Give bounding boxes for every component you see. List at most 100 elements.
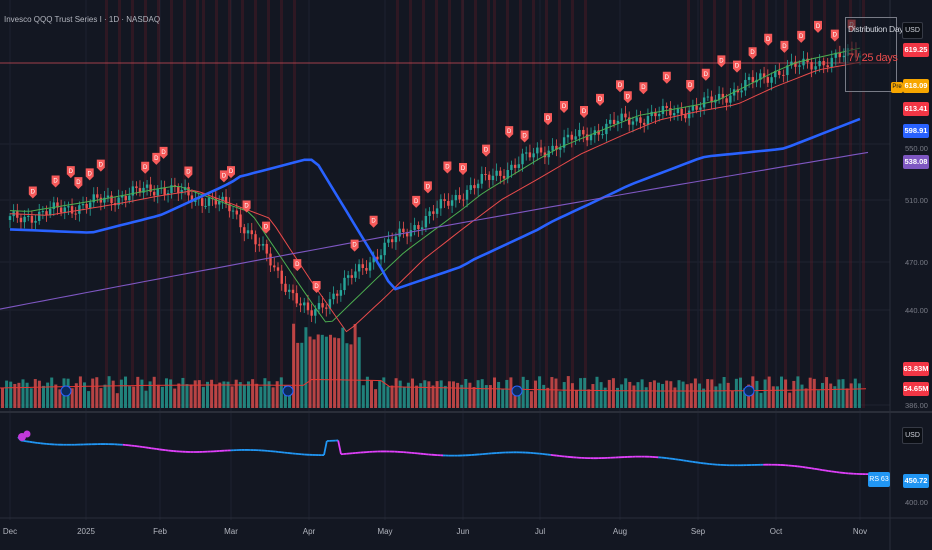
volume-bar <box>513 386 517 408</box>
distribution-marker-label: D <box>618 83 623 89</box>
volume-bar <box>140 379 144 408</box>
candle-body <box>462 199 465 201</box>
volume-bar <box>460 384 464 408</box>
volume-bar <box>423 380 427 408</box>
volume-bar <box>452 381 455 408</box>
volume-bar <box>525 379 529 408</box>
distribution-marker-flag <box>443 161 452 174</box>
volume-bar <box>501 388 505 408</box>
earnings-marker <box>511 385 523 397</box>
distribution-band <box>461 0 464 408</box>
candle-body <box>439 199 443 209</box>
volume-bar <box>324 336 328 408</box>
volume-bar <box>91 378 95 408</box>
distribution-marker: D <box>764 33 773 46</box>
price-tag-last: 619.25 <box>903 43 929 57</box>
candle-body <box>672 113 676 116</box>
distribution-marker: D <box>639 82 648 95</box>
volume-bar <box>197 380 201 408</box>
volume-bar <box>480 379 484 408</box>
distribution-marker: D <box>423 181 432 194</box>
currency-main[interactable]: USD <box>902 22 923 39</box>
candle-body <box>177 187 180 194</box>
distribution-marker: D <box>227 166 235 179</box>
currency-lower[interactable]: USD <box>902 427 923 444</box>
distribution-band <box>267 0 270 408</box>
premarket-label: Pre <box>891 82 903 93</box>
candle-body <box>536 147 539 154</box>
x-axis-label: May <box>377 527 393 536</box>
distribution-band <box>196 0 199 408</box>
candle-body <box>782 74 785 76</box>
distribution-marker-flag <box>686 80 695 93</box>
volume-bar <box>419 383 423 408</box>
distribution-marker-label: D <box>244 204 249 210</box>
volume-bar <box>767 376 771 408</box>
distribution-band <box>784 0 787 408</box>
price-tag-sma200: 538.08 <box>903 155 929 169</box>
distribution-marker-label: D <box>426 184 431 190</box>
candle-body <box>810 62 813 70</box>
distribution-marker: D <box>312 280 321 293</box>
distribution-marker-flag <box>596 93 604 106</box>
candle-body <box>612 119 616 125</box>
distribution-band <box>396 0 399 408</box>
distribution-marker-flag <box>262 221 271 234</box>
volume-bar <box>156 384 160 408</box>
distribution-marker: D <box>780 40 789 53</box>
volume-bar <box>283 385 287 408</box>
volume-bar <box>624 378 628 408</box>
candle-body <box>284 283 287 292</box>
y-axis-label: 550.00 <box>905 144 928 153</box>
candle-body <box>276 267 280 271</box>
distribution-band <box>254 0 257 408</box>
volume-bar <box>50 377 54 408</box>
candle-body <box>687 110 691 119</box>
candle-body <box>306 302 310 311</box>
distribution-marker-flag <box>459 163 467 175</box>
distribution-band <box>687 0 690 408</box>
volume-bar <box>103 384 107 408</box>
volume-bar <box>812 378 816 408</box>
candle-body <box>394 236 398 243</box>
volume-bar <box>542 384 546 408</box>
volume-bar <box>361 385 365 408</box>
distribution-band <box>862 0 865 408</box>
candle-body <box>631 121 635 125</box>
volume-bar <box>591 384 595 408</box>
sma200-line <box>0 151 869 310</box>
distribution-marker-flag <box>748 47 757 60</box>
candle-body <box>513 164 517 168</box>
candle-body <box>424 216 428 228</box>
distribution-marker: D <box>443 161 452 174</box>
distribution-band <box>558 0 561 408</box>
volume-bar <box>534 380 537 408</box>
volume-bar <box>849 383 853 408</box>
volume-bar <box>406 382 410 408</box>
distribution-marker-flag <box>184 166 193 179</box>
distribution-marker-label: D <box>546 116 551 122</box>
volume-bar <box>173 388 177 408</box>
rs-label: RS 63 <box>868 472 890 487</box>
distribution-band <box>170 0 173 408</box>
distribution-band <box>849 0 852 408</box>
candle-body <box>725 98 728 103</box>
candle-body <box>166 193 170 195</box>
volume-bar <box>562 382 566 408</box>
distribution-marker: D <box>85 168 94 181</box>
distribution-marker-flag <box>412 195 421 208</box>
candle-body <box>365 267 368 271</box>
distribution-marker: D <box>350 239 359 252</box>
volume-bar <box>83 382 86 408</box>
candle-body <box>706 96 710 98</box>
distribution-marker-flag <box>623 91 632 104</box>
distribution-marker-label: D <box>704 72 709 78</box>
volume-bar <box>345 343 349 408</box>
distribution-marker-flag <box>242 200 251 213</box>
volume-bar <box>210 379 214 408</box>
candle-body <box>145 184 149 188</box>
candle-body <box>48 208 52 215</box>
volume-bar <box>841 379 845 408</box>
volume-bar <box>575 389 578 408</box>
